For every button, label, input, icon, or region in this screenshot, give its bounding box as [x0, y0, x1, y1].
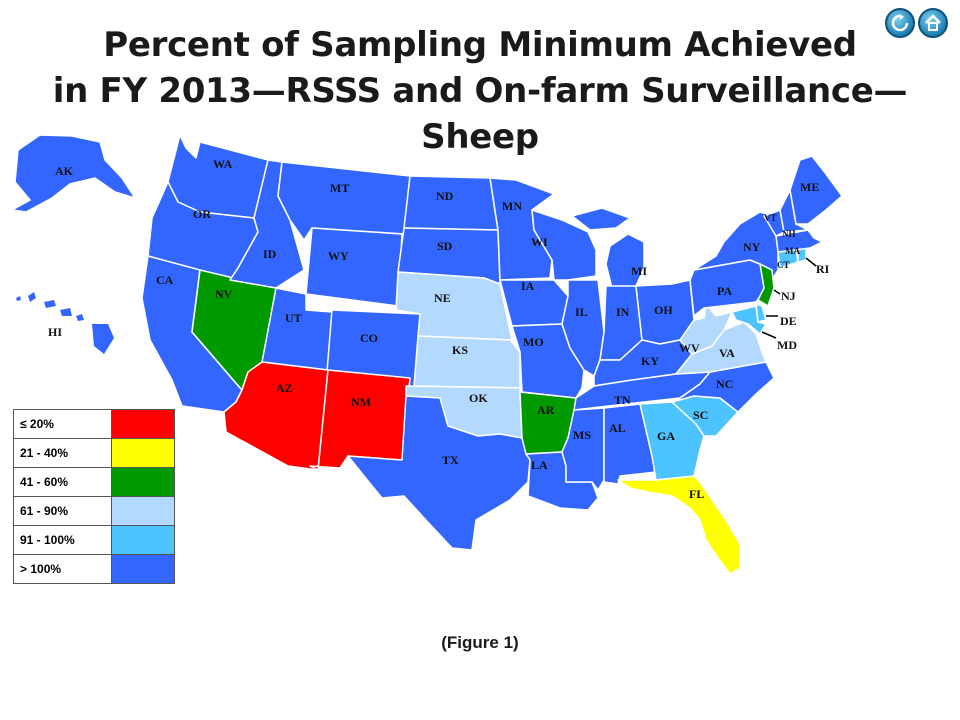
- legend-label: 61 - 90%: [13, 496, 112, 526]
- state-FL: [617, 475, 741, 575]
- legend-row: > 100%: [13, 554, 175, 584]
- state-label-KS: KS: [452, 343, 468, 357]
- legend-swatch: [111, 496, 175, 526]
- legend: ≤ 20% 21 - 40% 41 - 60% 61 - 90% 91 - 10…: [13, 409, 175, 584]
- state-TX: [347, 395, 531, 551]
- legend-label: ≤ 20%: [13, 409, 112, 439]
- state-label-CA: CA: [156, 273, 174, 287]
- state-label-VT: VT: [764, 213, 777, 223]
- state-label-MI: MI: [631, 264, 647, 278]
- state-KS: [413, 335, 521, 389]
- title-line-1: Percent of Sampling Minimum Achieved: [103, 25, 857, 65]
- state-ND: [403, 175, 499, 231]
- state-MT: [277, 161, 411, 241]
- state-label-NC: NC: [716, 377, 733, 391]
- state-label-NH: NH: [782, 229, 796, 239]
- state-label-AK: AK: [55, 164, 74, 178]
- legend-row: 21 - 40%: [13, 438, 175, 468]
- state-label-NY: NY: [743, 240, 761, 254]
- figure-caption: (Figure 1): [441, 633, 519, 652]
- state-label-NM: NM: [351, 395, 371, 409]
- state-label-DE: DE: [780, 314, 797, 328]
- state-label-MA: MA: [785, 246, 800, 256]
- state-label-VA: VA: [719, 346, 735, 360]
- state-label-AR: AR: [537, 403, 555, 417]
- state-label-ME: ME: [800, 180, 819, 194]
- state-WI: [531, 209, 597, 281]
- state-label-MD: MD: [777, 338, 797, 352]
- state-WV: [679, 303, 733, 355]
- state-label-KY: KY: [641, 354, 659, 368]
- legend-row: 41 - 60%: [13, 467, 175, 497]
- legend-swatch: [111, 525, 175, 555]
- state-label-MN: MN: [502, 199, 522, 213]
- state-label-IA: IA: [521, 279, 535, 293]
- state-label-AL: AL: [609, 421, 626, 435]
- state-label-PA: PA: [717, 284, 732, 298]
- home-icon: [925, 14, 941, 31]
- state-label-MS: MS: [573, 428, 591, 442]
- state-NH: [779, 189, 809, 233]
- state-label-NJ: NJ: [781, 289, 796, 303]
- state-label-IN: IN: [616, 305, 630, 319]
- state-label-OR: OR: [193, 207, 211, 221]
- legend-swatch: [111, 554, 175, 584]
- state-label-CT: CT: [777, 260, 790, 270]
- state-label-CO: CO: [360, 331, 378, 345]
- state-label-GA: GA: [657, 429, 675, 443]
- state-label-ID: ID: [263, 247, 277, 261]
- state-label-FL: FL: [689, 487, 704, 501]
- state-label-WA: WA: [213, 157, 233, 171]
- refresh-icon: [891, 14, 909, 32]
- state-label-MO: MO: [523, 335, 544, 349]
- legend-row: 91 - 100%: [13, 525, 175, 555]
- state-MI: [571, 207, 645, 289]
- us-state-map: AK HI WA OR CA NV ID MT WY UT CO AZ NM N…: [9, 134, 843, 575]
- state-label-RI: RI: [816, 262, 830, 276]
- state-label-NE: NE: [434, 291, 451, 305]
- legend-swatch: [111, 409, 175, 439]
- state-label-TX: TX: [442, 453, 459, 467]
- home-button[interactable]: [918, 8, 948, 38]
- legend-label: 91 - 100%: [13, 525, 112, 555]
- refresh-button[interactable]: [885, 8, 915, 38]
- legend-row: 61 - 90%: [13, 496, 175, 526]
- state-label-WY: WY: [328, 249, 349, 263]
- state-NC: [671, 361, 775, 413]
- legend-swatch: [111, 438, 175, 468]
- state-label-OH: OH: [654, 303, 673, 317]
- state-label-SD: SD: [437, 239, 453, 253]
- state-ME: [789, 155, 843, 225]
- state-label-UT: UT: [285, 311, 302, 325]
- state-label-TN: TN: [614, 393, 631, 407]
- state-NJ: [757, 263, 775, 307]
- page-title: Percent of Sampling Minimum Achieved in …: [0, 22, 960, 160]
- legend-label: 21 - 40%: [13, 438, 112, 468]
- state-label-WI: WI: [531, 235, 548, 249]
- legend-label: 41 - 60%: [13, 467, 112, 497]
- state-MD: [731, 305, 767, 335]
- title-line-2: in FY 2013—RSSS and On-farm Surveillance…: [52, 71, 908, 157]
- legend-label: > 100%: [13, 554, 112, 584]
- state-label-IL: IL: [575, 305, 588, 319]
- state-label-OK: OK: [469, 391, 488, 405]
- state-label-ND: ND: [436, 189, 454, 203]
- legend-row: ≤ 20%: [13, 409, 175, 439]
- state-IL: [561, 279, 605, 377]
- legend-swatch: [111, 467, 175, 497]
- state-WY: [305, 227, 403, 307]
- state-label-AZ: AZ: [276, 381, 293, 395]
- state-AK: [9, 134, 137, 213]
- state-label-HI: HI: [48, 325, 62, 339]
- state-label-NV: NV: [215, 287, 233, 301]
- state-label-WV: WV: [679, 341, 700, 355]
- state-label-LA: LA: [531, 458, 548, 472]
- state-HI: [16, 292, 114, 354]
- state-label-SC: SC: [693, 408, 708, 422]
- state-label-MT: MT: [330, 181, 349, 195]
